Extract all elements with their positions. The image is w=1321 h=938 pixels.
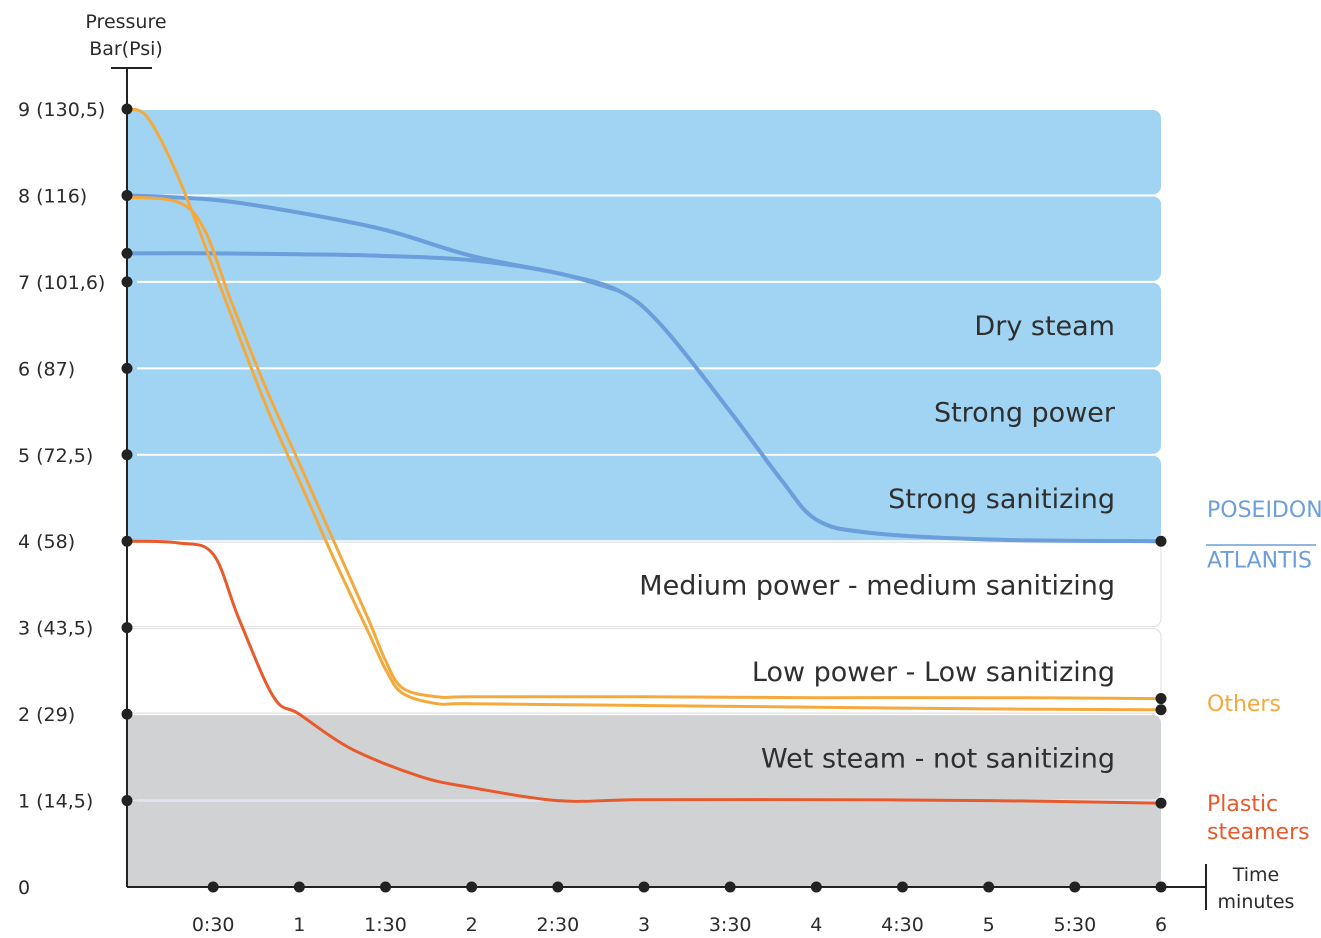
zone-band (127, 196, 1161, 281)
x-tick-dot (1155, 881, 1167, 893)
y-tick-label: 9 (130,5) (18, 99, 105, 121)
zone-band (127, 369, 1161, 454)
x-axis-title-line1: Time (1232, 864, 1280, 886)
x-tick-dot (552, 881, 564, 893)
zone-label: Strong power (934, 398, 1116, 429)
x-tick-label: 6 (1155, 914, 1167, 936)
y-tick-dot (121, 795, 133, 807)
legend-entry: Others (1207, 692, 1281, 717)
y-tick-label: 5 (72,5) (18, 445, 93, 467)
zone-label: Medium power - medium sanitizing (639, 570, 1115, 601)
x-axis-title-line2: minutes (1218, 891, 1295, 913)
x-tick-label: 3 (638, 914, 650, 936)
x-tick-dot (897, 881, 908, 893)
x-tick-dot (638, 881, 650, 893)
x-tick-label: 1 (293, 914, 305, 936)
series-end-dot (1155, 797, 1167, 809)
x-tick-dot (724, 881, 736, 893)
x-tick-dot (466, 881, 478, 893)
legend-entry: POSEIDON (1207, 498, 1321, 523)
axes: Pressure Bar(Psi) Time minutes 0 (18, 11, 1294, 913)
zone-labels: Dry steam Strong power Strong sanitizing Me… (639, 311, 1116, 774)
series-line-others_b (125, 195, 1163, 701)
zone-band (127, 110, 1161, 195)
x-tick-dot (810, 881, 822, 893)
x-tick-label: 4:30 (881, 914, 924, 936)
x-tick-dot (1069, 881, 1081, 893)
series-end-dot (1155, 535, 1167, 547)
zone-edge (127, 109, 137, 542)
x-tick-dot (380, 881, 391, 893)
legend-entry: ATLANTIS (1207, 548, 1312, 573)
origin-label: 0 (18, 877, 30, 899)
series-line-others_a (125, 107, 1163, 712)
pressure-zones (126, 109, 1162, 887)
zone-band (127, 455, 1161, 541)
series-line-poseidon (125, 193, 1163, 544)
legend-entry: Plastic (1207, 792, 1278, 817)
x-tick-dot (293, 881, 305, 893)
x-tick-label: 5 (983, 914, 995, 936)
series-end-dot (1155, 693, 1167, 705)
zone-band (127, 282, 1161, 368)
y-tick-label: 1 (14,5) (18, 791, 93, 813)
x-tick-label: 0:30 (192, 914, 235, 936)
x-tick-label: 1:30 (364, 914, 407, 936)
x-tick-dot (207, 881, 219, 893)
y-tick-dot (121, 276, 133, 288)
y-tick-label: 6 (87) (18, 358, 75, 380)
zone-label: Wet steam - not sanitizing (761, 743, 1115, 774)
y-tick-dot (121, 189, 133, 201)
zone-band (127, 801, 1161, 886)
x-tick-label: 5:30 (1053, 914, 1096, 936)
y-axis-title-line2: Bar(Psi) (89, 38, 163, 60)
y-tick-dot (121, 103, 133, 115)
y-tick-dot (121, 449, 133, 461)
series-end-dot (1155, 704, 1167, 716)
x-tick-label: 2:30 (536, 914, 579, 936)
y-tick-label: 2 (29) (18, 704, 75, 726)
zone-label: Dry steam (974, 311, 1115, 342)
series-lines (125, 107, 1163, 805)
x-tick-dot (983, 881, 995, 893)
y-tick-dot (121, 535, 133, 547)
x-tick-label: 2 (466, 914, 478, 936)
zone-band (127, 715, 1161, 800)
zone-label: Low power - Low sanitizing (752, 657, 1115, 688)
y-tick-dot (121, 622, 133, 634)
axis-ticks: 1 (14,5) 2 (29) 3 (43,5) 4 (58) 5 (72,5) 6 (8… (18, 99, 1167, 936)
y-tick-dot (121, 708, 133, 720)
zone-label: Strong sanitizing (888, 484, 1115, 515)
y-tick-label: 3 (43,5) (18, 618, 93, 640)
series-line-plastic (125, 539, 1163, 805)
series-start-dot (121, 247, 133, 259)
y-tick-dot (121, 362, 133, 374)
legend-entry: steamers (1207, 820, 1310, 845)
y-tick-label: 7 (101,6) (18, 272, 105, 294)
x-tick-label: 4 (810, 914, 822, 936)
y-axis-title-line1: Pressure (85, 11, 166, 33)
x-tick-label: 3:30 (709, 914, 752, 936)
legend: POSEIDON ATLANTIS Others Plastic steamers (1206, 498, 1321, 845)
y-tick-label: 4 (58) (18, 531, 75, 553)
y-tick-label: 8 (116) (18, 185, 87, 207)
